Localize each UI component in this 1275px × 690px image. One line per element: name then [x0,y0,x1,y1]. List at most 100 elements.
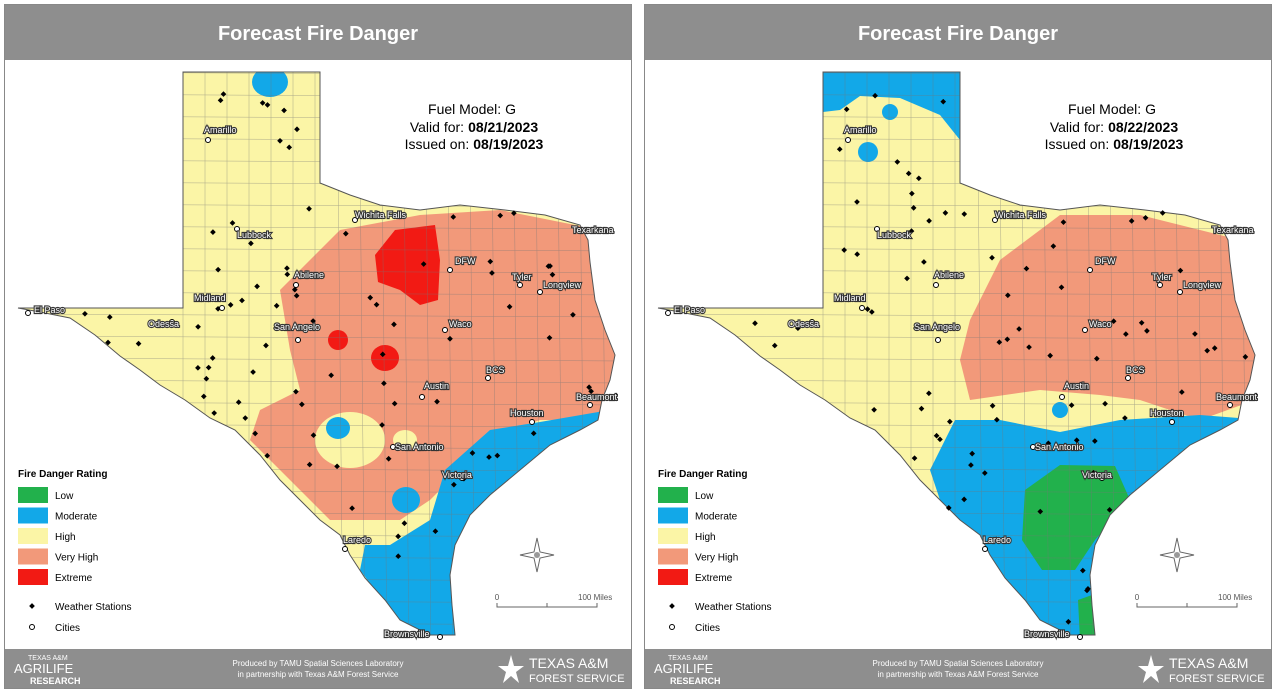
logo-text: TEXAS A&M [28,655,68,662]
city-label: San Antonio [1035,442,1084,452]
weather-station [497,212,504,219]
city-marker [1082,327,1088,333]
weather-station [1110,318,1117,325]
city-marker [537,289,543,295]
legend-label: Cities [695,623,720,634]
weather-station [106,314,113,320]
weather-station [451,481,457,488]
weather-station [486,454,492,460]
weather-station [909,190,915,197]
weather-station [918,405,925,412]
city-marker [874,226,880,232]
legend-label: Extreme [55,573,93,584]
legend-title: Fire Danger Rating [18,469,107,480]
weather-station [989,402,996,409]
weather-station [381,380,387,387]
weather-station [310,432,317,439]
city-marker [485,375,491,381]
city-label: Tyler [1152,272,1172,282]
city-marker [845,137,851,143]
weather-station [1050,243,1057,249]
city-label: BCS [486,365,505,375]
city-label: Abilene [934,270,964,280]
scale-bar [496,603,598,608]
city-marker [1077,634,1083,640]
weather-station [281,107,287,114]
issued-date: 08/19/2023 [473,136,543,152]
weather-station [841,247,848,253]
compass-center [1174,552,1180,558]
city-label: Houston [1150,408,1184,418]
city-marker [1059,394,1065,400]
weather-station [294,126,300,133]
city-label: Waco [1089,319,1112,329]
city-marker [1030,444,1036,450]
weather-station [284,271,291,278]
valid-label: Valid for: [1050,119,1104,135]
legend-label: Weather Stations [695,602,772,613]
fuel-model: Fuel Model: G [428,101,516,117]
weather-station [969,450,976,457]
weather-station [1065,618,1072,625]
weather-station [220,91,227,97]
city-marker [419,394,425,400]
city-marker [1227,402,1233,408]
weather-station [210,229,216,235]
city-label: El Paso [34,305,65,315]
weather-station [310,318,316,324]
legend-swatch [658,548,688,565]
danger-region [858,142,878,162]
weather-station [994,416,1000,423]
city-label: Austin [1064,381,1089,391]
legend-swatch [18,487,48,503]
danger-region [823,72,960,140]
weather-station [215,266,221,273]
city-label: Tyler [512,272,532,282]
city-label: Lubbock [237,230,272,240]
weather-station [264,452,271,459]
weather-station [235,399,242,406]
weather-station [284,265,290,272]
logo-text: TEXAS A&M [529,655,608,671]
city-label: El Paso [674,305,705,315]
city-label: Brownsville [384,629,430,639]
city-marker [234,226,240,232]
weather-station [242,415,249,421]
legend-city [29,624,35,630]
weather-station [981,470,988,476]
weather-station [211,410,218,416]
scale-start: 0 [495,593,500,602]
weather-station [926,390,932,397]
city-label: Odessa [788,319,819,329]
weather-station [904,275,910,282]
weather-station [843,106,850,113]
legend-label: Very High [695,553,738,564]
weather-station [195,365,201,371]
weather-station [434,398,440,405]
city-label: Beaumont [1216,392,1258,402]
weather-station [996,339,1003,346]
city-marker [352,217,358,223]
weather-station [910,205,917,211]
danger-region [375,225,440,305]
weather-station [1045,440,1052,447]
weather-station [277,137,283,144]
city-marker [390,444,396,450]
weather-station [1093,355,1100,362]
weather-station [447,335,453,342]
city-label: San Antonio [395,442,444,452]
weather-station [273,302,280,309]
city-marker [809,319,815,325]
city-label: Houston [510,408,544,418]
danger-region [326,417,350,439]
weather-station [937,436,943,443]
weather-station [1023,265,1030,272]
weather-station [379,422,385,428]
city-label: Texarkana [1212,225,1254,235]
city-marker [982,546,988,552]
weather-station [1138,319,1145,326]
weather-station [259,100,266,106]
logo-text: RESEARCH [670,676,721,686]
city-marker [529,419,535,425]
